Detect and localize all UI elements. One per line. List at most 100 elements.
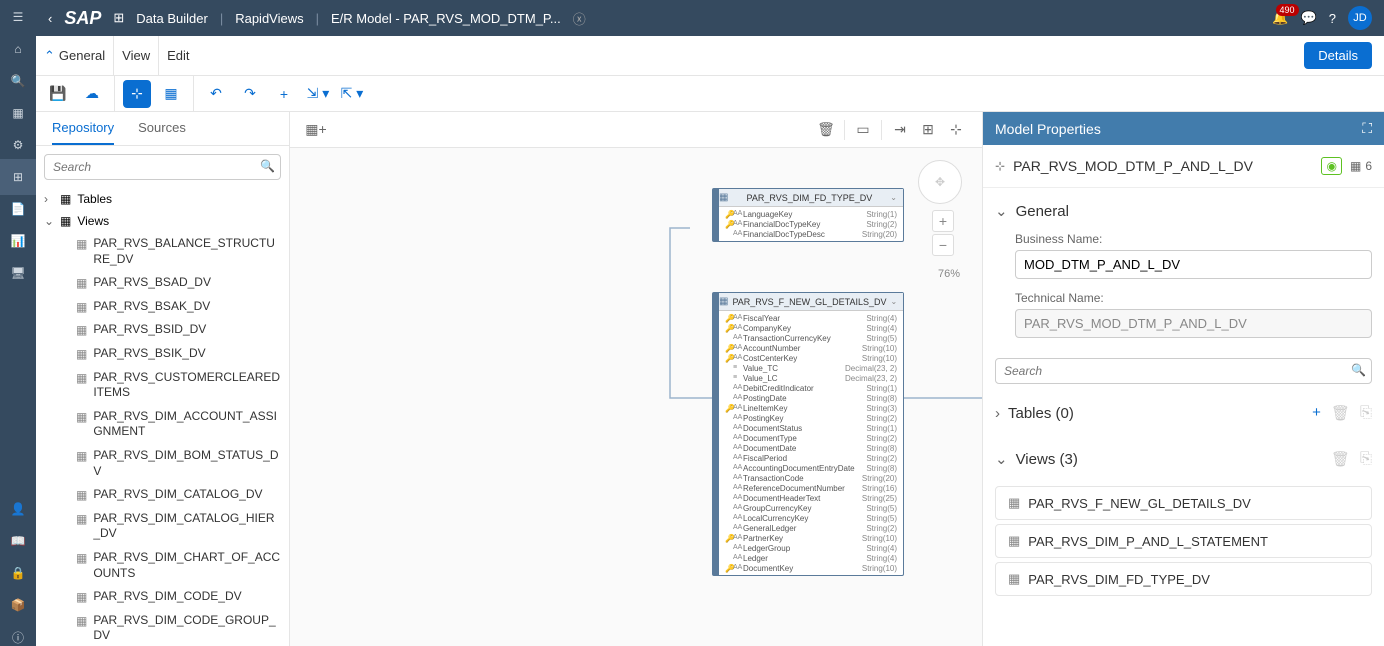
tree-node-tables[interactable]: ›▦Tables — [36, 188, 289, 210]
canvas[interactable]: ✥ + − 76% ▦PAR_RVS_DIM_FD_TYPE_DV⌄🔑AALan… — [290, 148, 982, 646]
view-label: PAR_RVS_DIM_BOM_STATUS_DV — [93, 448, 281, 479]
find-view-icon[interactable]: ⎘ — [1360, 450, 1372, 468]
breadcrumb-model[interactable]: E/R Model - PAR_RVS_MOD_DTM_P... — [331, 11, 561, 26]
tree-leaf-view[interactable]: ▦PAR_RVS_BSAK_DV — [36, 295, 289, 319]
export-icon[interactable]: ⇱ ▾ — [338, 80, 366, 108]
rail-monitor-icon[interactable]: 📊 — [9, 232, 27, 250]
chevron-down-icon[interactable]: ⌄ — [890, 193, 897, 202]
entity-column: 🔑AACompanyKeyString(4) — [723, 323, 899, 333]
toolbar-edit-label: Edit — [167, 48, 189, 63]
rail-store-icon[interactable]: ▦ — [9, 104, 27, 122]
rail-book-icon[interactable]: 📖 — [9, 532, 27, 550]
undo-icon[interactable]: ↶ — [202, 80, 230, 108]
tree-leaf-view[interactable]: ▦PAR_RVS_CUSTOMERCLEAREDITEMS — [36, 366, 289, 405]
tree-leaf-view[interactable]: ▦PAR_RVS_BSIK_DV — [36, 342, 289, 366]
chevron-right-icon[interactable]: › — [995, 405, 1000, 422]
rail-data-builder-icon[interactable]: ⊞ — [0, 159, 36, 195]
breadcrumb-space[interactable]: RapidViews — [235, 11, 303, 26]
delete-view-icon[interactable]: 🗑 — [1331, 450, 1350, 468]
import-icon[interactable]: ⇲ ▾ — [304, 80, 332, 108]
status-badge: ◉ — [1321, 157, 1341, 175]
rail-cube-icon[interactable]: 📦 — [9, 596, 27, 614]
preview-icon[interactable]: ▭ — [849, 116, 877, 144]
properties-panel: Model Properties ⛶ ⊹ PAR_RVS_MOD_DTM_P_A… — [982, 112, 1384, 646]
tree-leaf-view[interactable]: ▦ PAR_RVS_BSAD_DV — [36, 271, 289, 295]
tab-repository[interactable]: Repository — [52, 120, 114, 145]
save-icon[interactable]: 💾 — [44, 80, 72, 108]
graph-icon[interactable]: ⊹ — [942, 116, 970, 144]
expand-icon[interactable]: ⛶ — [1362, 120, 1372, 137]
props-view-item[interactable]: ▦PAR_RVS_DIM_FD_TYPE_DV — [995, 562, 1372, 596]
diagram-view-icon[interactable]: ⊹ — [123, 80, 151, 108]
entity-header[interactable]: ▦PAR_RVS_DIM_FD_TYPE_DV⌄ — [713, 189, 903, 207]
props-view-item[interactable]: ▦PAR_RVS_DIM_P_AND_L_STATEMENT — [995, 524, 1372, 558]
view-label: PAR_RVS_BSAD_DV — [93, 275, 211, 291]
props-header-title: Model Properties — [995, 121, 1101, 137]
view-icon: ▦ — [76, 449, 87, 463]
rail-home-icon[interactable]: ⌂ — [9, 40, 27, 58]
redo-icon[interactable]: ↷ — [236, 80, 264, 108]
close-tab-icon[interactable]: ⓧ — [573, 9, 586, 28]
chevron-down-icon[interactable]: ⌄ — [891, 297, 898, 306]
rail-lock-icon[interactable]: 🔒 — [9, 564, 27, 582]
chevron-down-icon[interactable]: ⌄ — [995, 450, 1008, 468]
entity-header[interactable]: ▦PAR_RVS_F_NEW_GL_DETAILS_DV⌄ — [713, 293, 903, 311]
rail-user-icon[interactable]: 👤 — [9, 500, 27, 518]
business-name-input[interactable] — [1015, 250, 1372, 279]
props-view-item[interactable]: ▦PAR_RVS_F_NEW_GL_DETAILS_DV — [995, 486, 1372, 520]
tab-sources[interactable]: Sources — [138, 120, 186, 145]
chevron-down-icon[interactable]: ⌄ — [995, 202, 1008, 220]
rail-doc-icon[interactable]: 📄 — [9, 200, 27, 218]
tree-leaf-view[interactable]: ▦PAR_RVS_DIM_CODE_DV — [36, 585, 289, 609]
entity-column: AATransactionCurrencyKeyString(5) — [723, 333, 899, 343]
entity-e1[interactable]: ▦PAR_RVS_DIM_FD_TYPE_DV⌄🔑AALanguageKeySt… — [712, 188, 904, 242]
layout-icon[interactable]: ⊞ — [914, 116, 942, 144]
tree-leaf-view[interactable]: ▦PAR_RVS_DIM_CATALOG_DV — [36, 483, 289, 507]
details-button[interactable]: Details — [1304, 42, 1372, 69]
technical-name-label: Technical Name: — [1015, 291, 1372, 305]
view-icon: ▦ — [76, 276, 87, 290]
repo-search-input[interactable] — [44, 154, 281, 180]
props-search-input[interactable] — [995, 358, 1372, 384]
rail-menu-icon[interactable]: ☰ — [9, 8, 27, 26]
view-label: PAR_RVS_BSAK_DV — [93, 299, 210, 315]
view-icon: ▦ — [76, 410, 87, 424]
rail-screen-icon[interactable]: 🖥 — [9, 264, 27, 282]
view-name: PAR_RVS_DIM_P_AND_L_STATEMENT — [1028, 534, 1268, 549]
avatar[interactable]: JD — [1348, 6, 1372, 30]
tree-leaf-view[interactable]: ▦PAR_RVS_DIM_CHART_OF_ACCOUNTS — [36, 546, 289, 585]
tree-leaf-view[interactable]: ▦PAR_RVS_BALANCE_STRUCTURE_DV — [36, 232, 289, 271]
entity-e2[interactable]: ▦PAR_RVS_F_NEW_GL_DETAILS_DV⌄🔑AAFiscalYe… — [712, 292, 904, 576]
arrange-icon[interactable]: ⇥ — [886, 116, 914, 144]
rail-search-icon[interactable]: 🔍 — [9, 72, 27, 90]
view-label: PAR_RVS_DIM_CODE_GROUP_DV — [93, 613, 281, 644]
entity-column: AADocumentTypeString(2) — [723, 433, 899, 443]
feedback-icon[interactable]: 💬 — [1301, 10, 1317, 26]
tree-leaf-view[interactable]: ▦PAR_RVS_DIM_ACCOUNT_ASSIGNMENT — [36, 405, 289, 444]
tree-leaf-view[interactable]: ▦PAR_RVS_DIM_CATALOG_HIER_DV — [36, 507, 289, 546]
add-table-icon[interactable]: + — [1312, 404, 1321, 422]
tree-leaf-view[interactable]: ▦ PAR_RVS_DIM_BOM_STATUS_DV — [36, 444, 289, 483]
delete-icon[interactable]: 🗑 — [812, 116, 840, 144]
zoom-out-icon[interactable]: − — [932, 234, 954, 256]
zoom-in-icon[interactable]: + — [932, 210, 954, 232]
add-icon[interactable]: + — [270, 80, 298, 108]
add-table-icon[interactable]: ▦+ — [302, 116, 330, 144]
nav-compass[interactable]: ✥ — [918, 160, 962, 204]
notification-icon[interactable]: 🔔490 — [1272, 10, 1288, 26]
delete-table-icon[interactable]: 🗑 — [1331, 404, 1350, 422]
rail-flow-icon[interactable]: ⚙ — [9, 136, 27, 154]
entity-column: AALedgerGroupString(4) — [723, 543, 899, 553]
repository-panel: Repository Sources 🔍 ›▦Tables ⌄▦Views ▦P… — [36, 112, 290, 646]
help-icon[interactable]: ? — [1329, 11, 1336, 26]
tree-leaf-view[interactable]: ▦PAR_RVS_BSID_DV — [36, 318, 289, 342]
deploy-icon[interactable]: ☁ — [78, 80, 106, 108]
rail-info-icon[interactable]: ⓘ — [9, 628, 27, 646]
grid-view-icon[interactable]: ▦ — [157, 80, 185, 108]
view-icon: ▦ — [76, 590, 87, 604]
back-icon[interactable]: ‹ — [48, 11, 52, 26]
entity-column: AAGeneralLedgerString(2) — [723, 523, 899, 533]
tree-leaf-view[interactable]: ▦PAR_RVS_DIM_CODE_GROUP_DV — [36, 609, 289, 646]
find-table-icon[interactable]: ⎘ — [1360, 404, 1372, 422]
tree-node-views[interactable]: ⌄▦Views — [36, 210, 289, 232]
